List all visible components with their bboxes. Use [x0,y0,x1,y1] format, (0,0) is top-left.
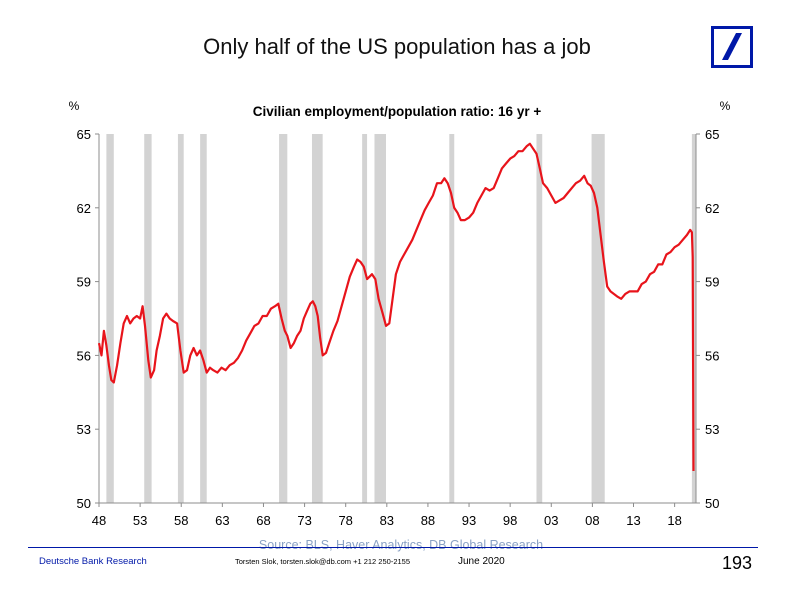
x-tick-label: 13 [626,513,640,528]
footer-date: June 2020 [458,556,505,567]
x-tick-label: 58 [174,513,188,528]
recession-band [591,134,605,503]
footer-org: Deutsche Bank Research [39,556,147,567]
left-y-tick-label: 56 [77,348,91,363]
deutsche-bank-logo [711,26,753,68]
x-tick-label: 98 [503,513,517,528]
slide-title: Only half of the US population has a job [203,34,591,59]
footer-divider [28,547,758,548]
left-axis-unit: % [69,99,80,113]
x-tick-label: 63 [215,513,229,528]
x-tick-label: 83 [380,513,394,528]
right-y-tick-label: 56 [705,348,719,363]
x-tick-label: 78 [338,513,352,528]
x-tick-label: 93 [462,513,476,528]
recession-band [374,134,386,503]
axes [95,133,700,507]
tick-labels: 50 50 53 53 56 56 59 59 62 62 65 65 48 53 58 63 68 73 78 83… [77,127,720,528]
footer-contact: Torsten Slok, torsten.slok@db.com +1 212… [235,557,411,566]
recession-band [536,134,543,503]
recession-band [144,134,152,503]
recession-band [106,134,114,503]
x-tick-label: 53 [133,513,147,528]
recession-band [177,134,184,503]
right-y-tick-label: 65 [705,127,719,142]
right-y-tick-label: 50 [705,496,719,511]
x-tick-label: 18 [667,513,681,528]
chart-title: Civilian employment/population ratio: 16… [253,104,542,119]
right-y-tick-label: 59 [705,275,719,290]
left-y-tick-label: 50 [77,496,91,511]
left-y-tick-label: 53 [77,422,91,437]
left-y-tick-label: 65 [77,127,91,142]
x-tick-label: 48 [92,513,106,528]
x-tick-label: 08 [585,513,599,528]
recession-band [200,134,207,503]
x-tick-label: 73 [297,513,311,528]
series-line-employment-ratio [97,142,695,472]
x-tick-label: 88 [421,513,435,528]
x-tick-label: 68 [256,513,270,528]
recession-band [362,134,368,503]
x-tick-label: 03 [544,513,558,528]
source-note: Source: BLS, Haver Analytics, DB Global … [258,538,544,552]
left-y-tick-label: 59 [77,275,91,290]
right-y-tick-label: 53 [705,422,719,437]
right-axis-unit: % [720,99,731,113]
recession-bands [106,134,696,503]
recession-band [449,134,455,503]
left-y-tick-label: 62 [77,201,91,216]
series-lines [97,142,695,472]
right-y-tick-label: 62 [705,201,719,216]
recession-band [279,134,288,503]
deutsche-bank-slash-icon [722,33,742,60]
page-number: 193 [722,553,753,573]
